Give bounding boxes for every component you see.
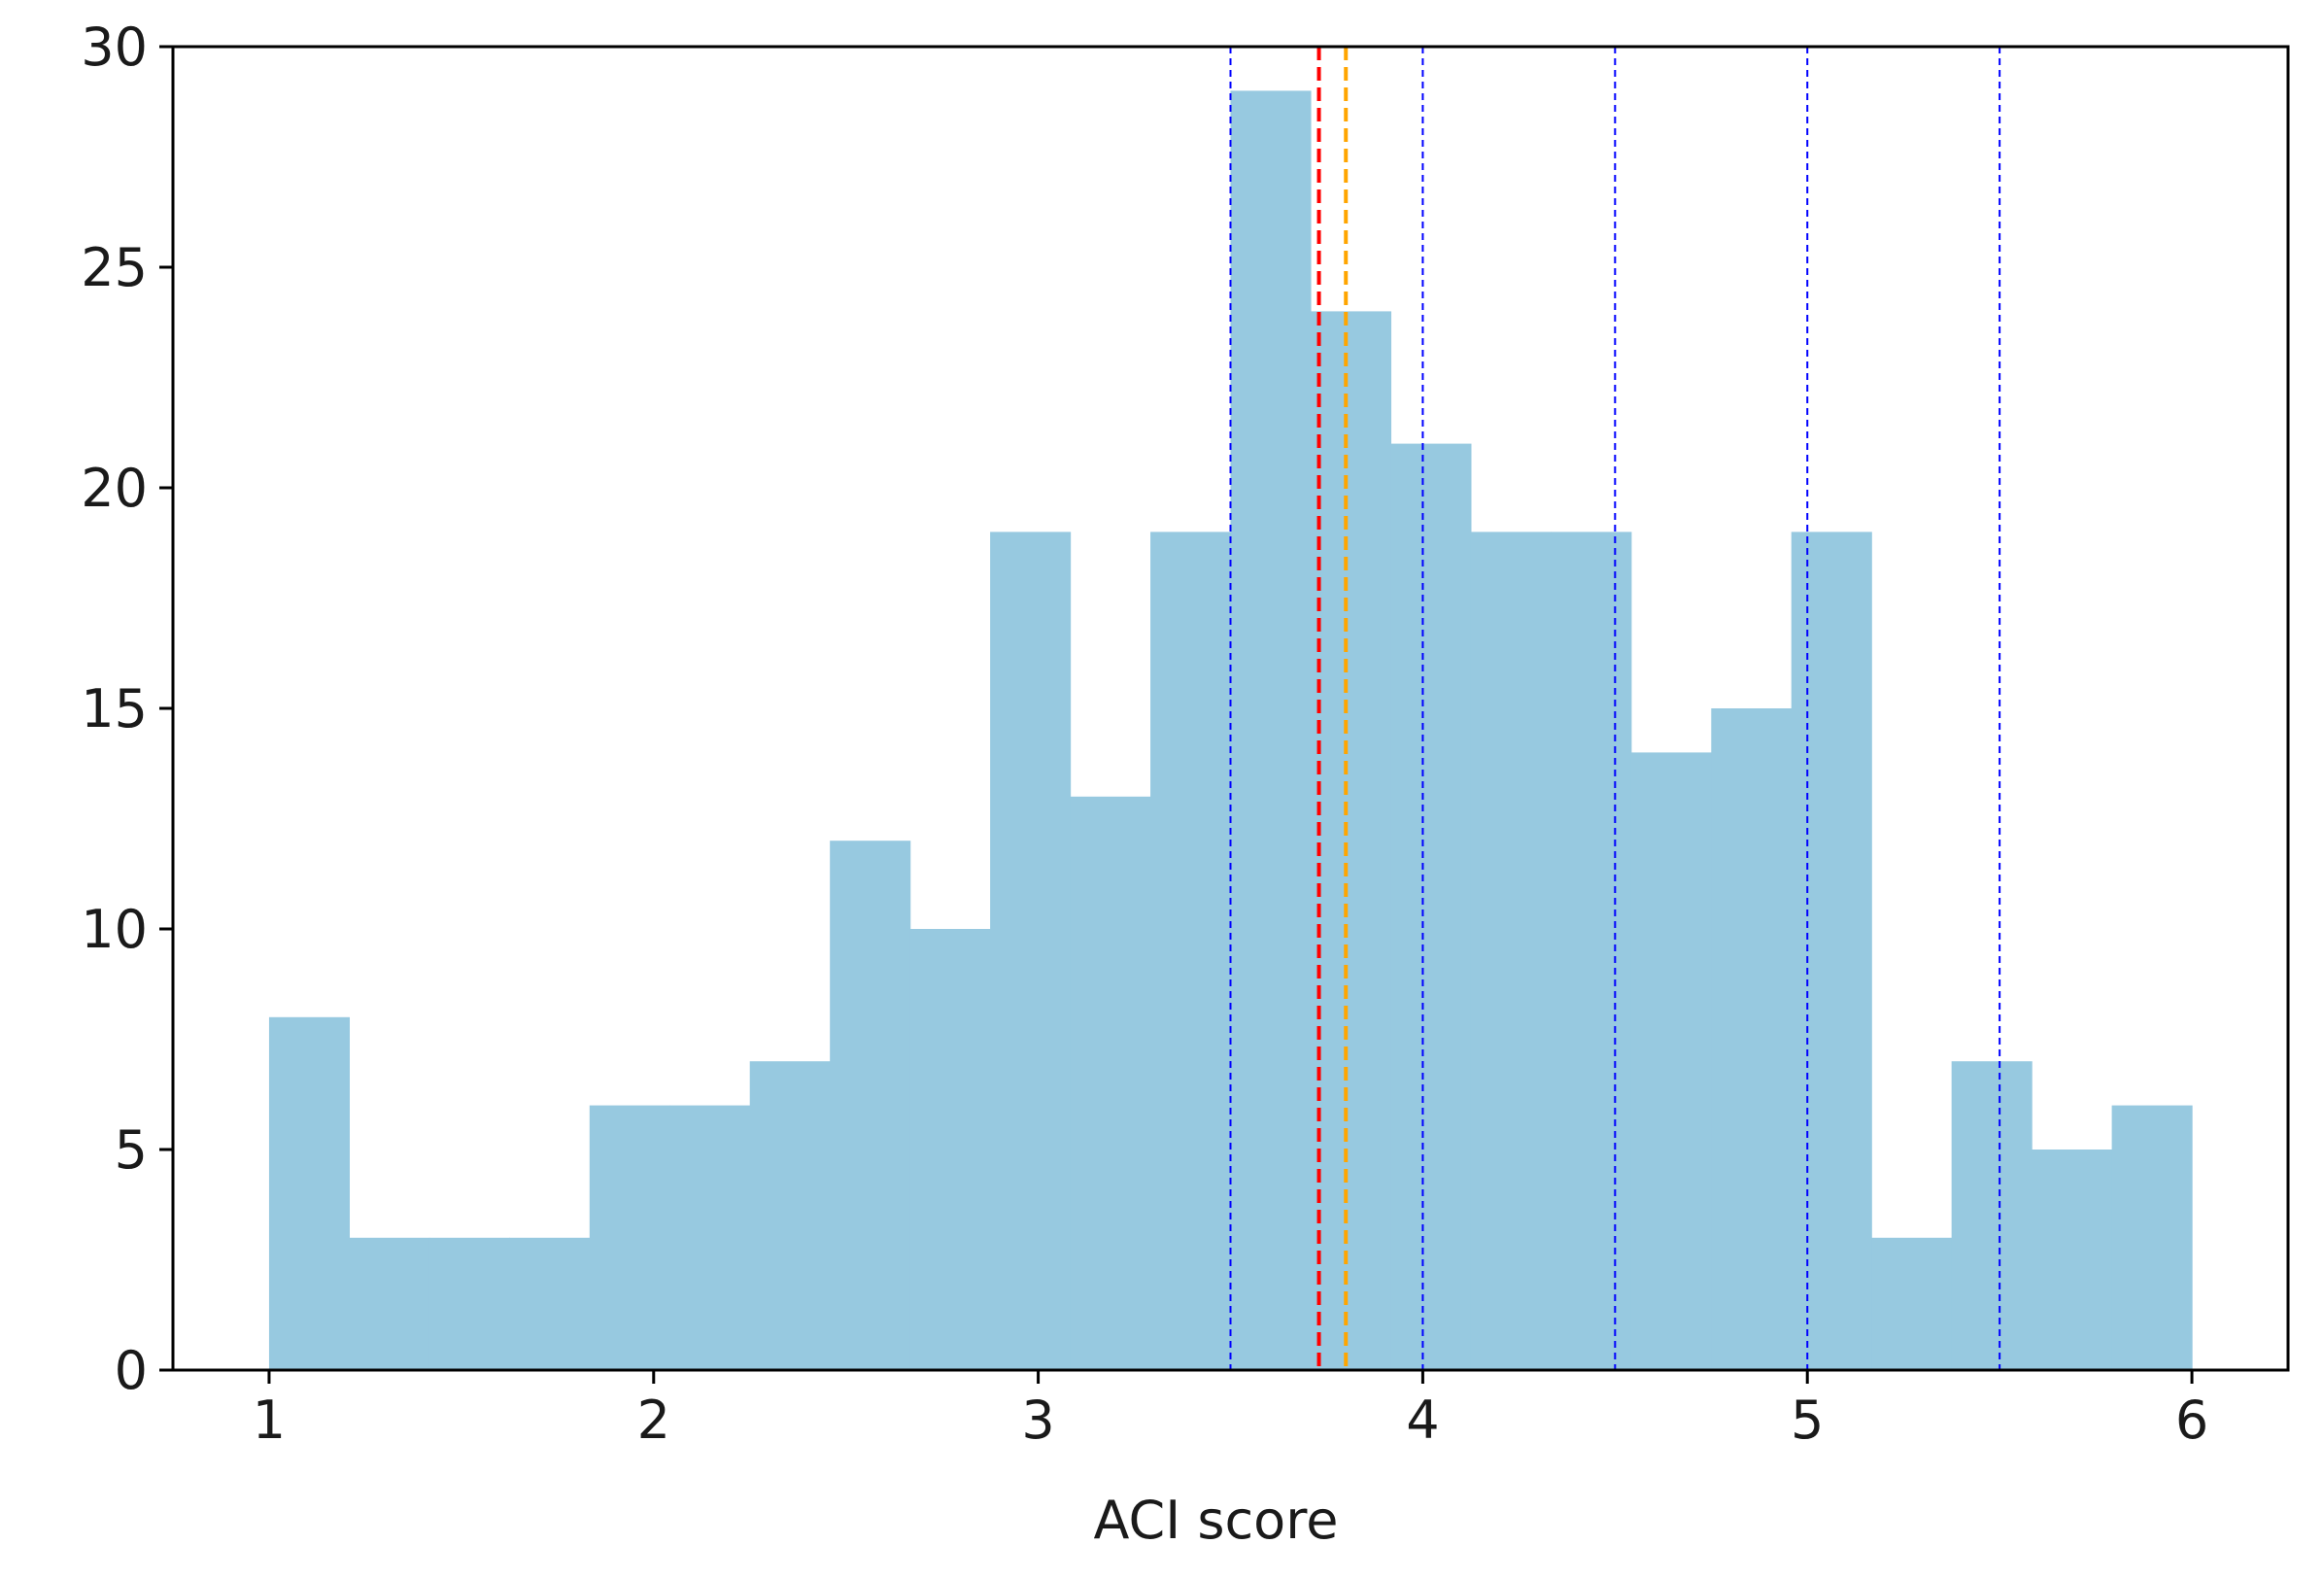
- x-tick-label: 2: [637, 1390, 670, 1451]
- y-axis-ticks: 0 5 10 15 20 25 30: [81, 17, 173, 1401]
- histogram-bar: [1470, 532, 1552, 1370]
- histogram-bar: [589, 1105, 670, 1370]
- histogram-bar: [749, 1061, 831, 1370]
- histogram-bar: [1230, 90, 1312, 1370]
- histogram-bar: [1551, 532, 1632, 1370]
- histogram-bar: [1070, 796, 1151, 1370]
- y-tick-label: 30: [81, 17, 148, 78]
- x-axis-label: ACI score: [1094, 1490, 1339, 1551]
- histogram-bar: [1711, 708, 1793, 1370]
- histogram-bar: [669, 1105, 751, 1370]
- histogram-bar: [1951, 1061, 2033, 1370]
- histogram-bar: [1791, 532, 1872, 1370]
- histogram-bar: [1871, 1237, 1953, 1370]
- y-tick-label: 25: [81, 237, 148, 298]
- x-tick-label: 3: [1021, 1390, 1054, 1451]
- histogram-bar: [1150, 532, 1232, 1370]
- histogram-bar: [1630, 752, 1712, 1370]
- histogram-bar: [2111, 1105, 2193, 1370]
- histogram-bar: [1390, 443, 1472, 1371]
- x-axis-ticks: 1 2 3 4 5 6: [253, 1370, 2208, 1451]
- x-tick-label: 5: [1791, 1390, 1824, 1451]
- histogram-bar: [830, 841, 911, 1370]
- histogram-bars: [268, 90, 2193, 1371]
- histogram-bar: [349, 1237, 430, 1370]
- histogram-bar: [509, 1237, 591, 1370]
- y-tick-label: 20: [81, 458, 148, 519]
- histogram-bar: [428, 1237, 510, 1370]
- y-tick-label: 5: [115, 1119, 148, 1181]
- reference-lines: [1229, 47, 2001, 1370]
- histogram-bar: [1310, 311, 1392, 1370]
- histogram-bar: [268, 1016, 351, 1370]
- histogram-bar: [990, 532, 1072, 1370]
- x-tick-label: 4: [1406, 1390, 1439, 1451]
- y-tick-label: 10: [81, 899, 148, 960]
- y-tick-label: 15: [81, 678, 148, 739]
- y-tick-label: 0: [115, 1340, 148, 1401]
- histogram-bar: [2032, 1150, 2113, 1370]
- histogram-bar: [909, 929, 991, 1370]
- x-tick-label: 1: [253, 1390, 286, 1451]
- x-tick-label: 6: [2175, 1390, 2208, 1451]
